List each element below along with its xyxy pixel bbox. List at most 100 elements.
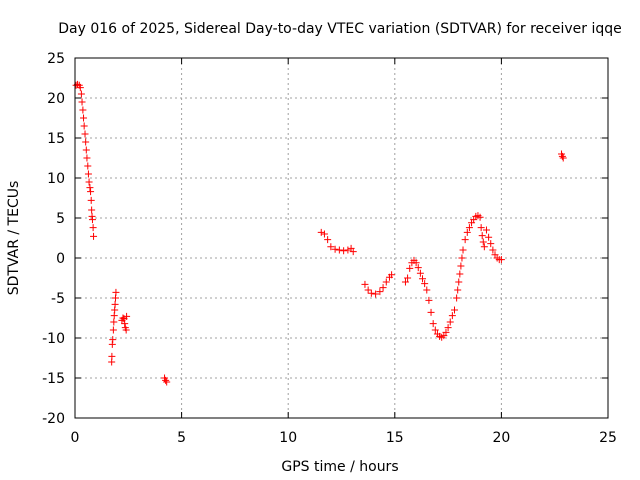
y-tick-label: -5: [51, 291, 65, 307]
data-point: [80, 114, 88, 122]
data-point: [477, 224, 485, 232]
data-point: [459, 246, 467, 254]
data-point: [558, 152, 566, 160]
data-point: [364, 286, 372, 294]
data-point: [442, 328, 450, 336]
data-point: [372, 290, 380, 298]
data-point: [111, 300, 119, 308]
data-point: [421, 280, 429, 288]
data-point: [82, 146, 90, 154]
data-point: [109, 336, 117, 344]
y-tick-label: 5: [56, 211, 65, 227]
data-point: [324, 236, 332, 244]
data-point: [412, 259, 420, 267]
y-tick-label: 10: [47, 171, 65, 187]
data-point: [427, 308, 435, 316]
data-point: [340, 247, 348, 255]
data-point: [376, 288, 384, 296]
data-point: [419, 275, 427, 283]
data-point: [361, 280, 369, 288]
data-point: [476, 213, 484, 221]
y-tick-label: 20: [47, 91, 65, 107]
data-point: [489, 246, 497, 254]
x-tick-label: 25: [599, 430, 617, 446]
data-point: [78, 98, 86, 106]
data-point: [457, 262, 465, 270]
data-point: [367, 289, 375, 297]
data-point: [404, 274, 412, 282]
y-tick-label: -15: [42, 371, 65, 387]
data-point: [119, 314, 127, 322]
data-point: [90, 232, 98, 240]
data-point: [479, 238, 487, 246]
data-point: [80, 122, 88, 130]
y-tick-label: 25: [47, 51, 65, 67]
data-point: [453, 294, 461, 302]
data-point: [83, 154, 91, 162]
data-point: [431, 326, 439, 334]
data-point: [454, 286, 462, 294]
data-point: [425, 296, 433, 304]
data-point: [79, 106, 87, 114]
data-point: [86, 184, 94, 192]
data-point: [379, 284, 387, 292]
chart-title: Day 016 of 2025, Sidereal Day-to-day VTE…: [58, 21, 622, 37]
y-tick-label: 0: [56, 251, 65, 267]
data-point: [108, 352, 116, 360]
data-point: [89, 224, 97, 232]
data-point: [401, 278, 409, 286]
data-point: [320, 230, 328, 238]
y-tick-label: -10: [42, 331, 65, 347]
data-point: [382, 278, 390, 286]
data-point: [559, 154, 567, 162]
data-point: [122, 326, 130, 334]
data-point: [406, 264, 414, 272]
data-point: [414, 264, 422, 272]
data-point: [446, 318, 454, 326]
data-point: [123, 312, 131, 320]
data-point: [162, 376, 170, 384]
data-point: [331, 245, 339, 253]
y-tick-label: -20: [42, 411, 65, 427]
data-point: [423, 286, 431, 294]
data-point: [480, 243, 488, 251]
x-tick-label: 20: [492, 430, 510, 446]
data-point: [76, 84, 84, 92]
data-point: [109, 326, 117, 334]
data-point: [465, 224, 473, 232]
y-axis-label: SDTVAR / TECUs: [6, 181, 22, 296]
y-tick-label: 15: [47, 131, 65, 147]
data-point: [388, 271, 396, 279]
data-point: [317, 228, 325, 236]
data-point: [444, 324, 452, 332]
data-point: [335, 246, 343, 254]
data-point: [84, 170, 92, 178]
data-point: [463, 228, 471, 236]
x-tick-label: 15: [386, 430, 404, 446]
data-point: [87, 196, 95, 204]
x-axis-label: GPS time / hours: [281, 459, 398, 475]
data-point: [487, 240, 495, 248]
data-point: [416, 269, 424, 277]
data-point: [456, 270, 464, 278]
data-point: [85, 178, 93, 186]
data-point: [482, 226, 490, 234]
data-point: [349, 248, 357, 256]
data-point: [448, 312, 456, 320]
data-point: [82, 138, 90, 146]
data-point: [450, 306, 458, 314]
data-point: [327, 243, 335, 251]
data-point: [121, 320, 129, 328]
data-point: [163, 378, 171, 386]
data-point: [84, 162, 92, 170]
data-point: [485, 233, 493, 241]
data-point: [461, 236, 469, 244]
data-point: [81, 130, 89, 138]
data-point: [478, 232, 486, 240]
data-point: [110, 318, 118, 326]
data-point: [344, 246, 352, 254]
data-point: [497, 256, 505, 264]
data-point: [88, 216, 96, 224]
data-point: [112, 288, 120, 296]
